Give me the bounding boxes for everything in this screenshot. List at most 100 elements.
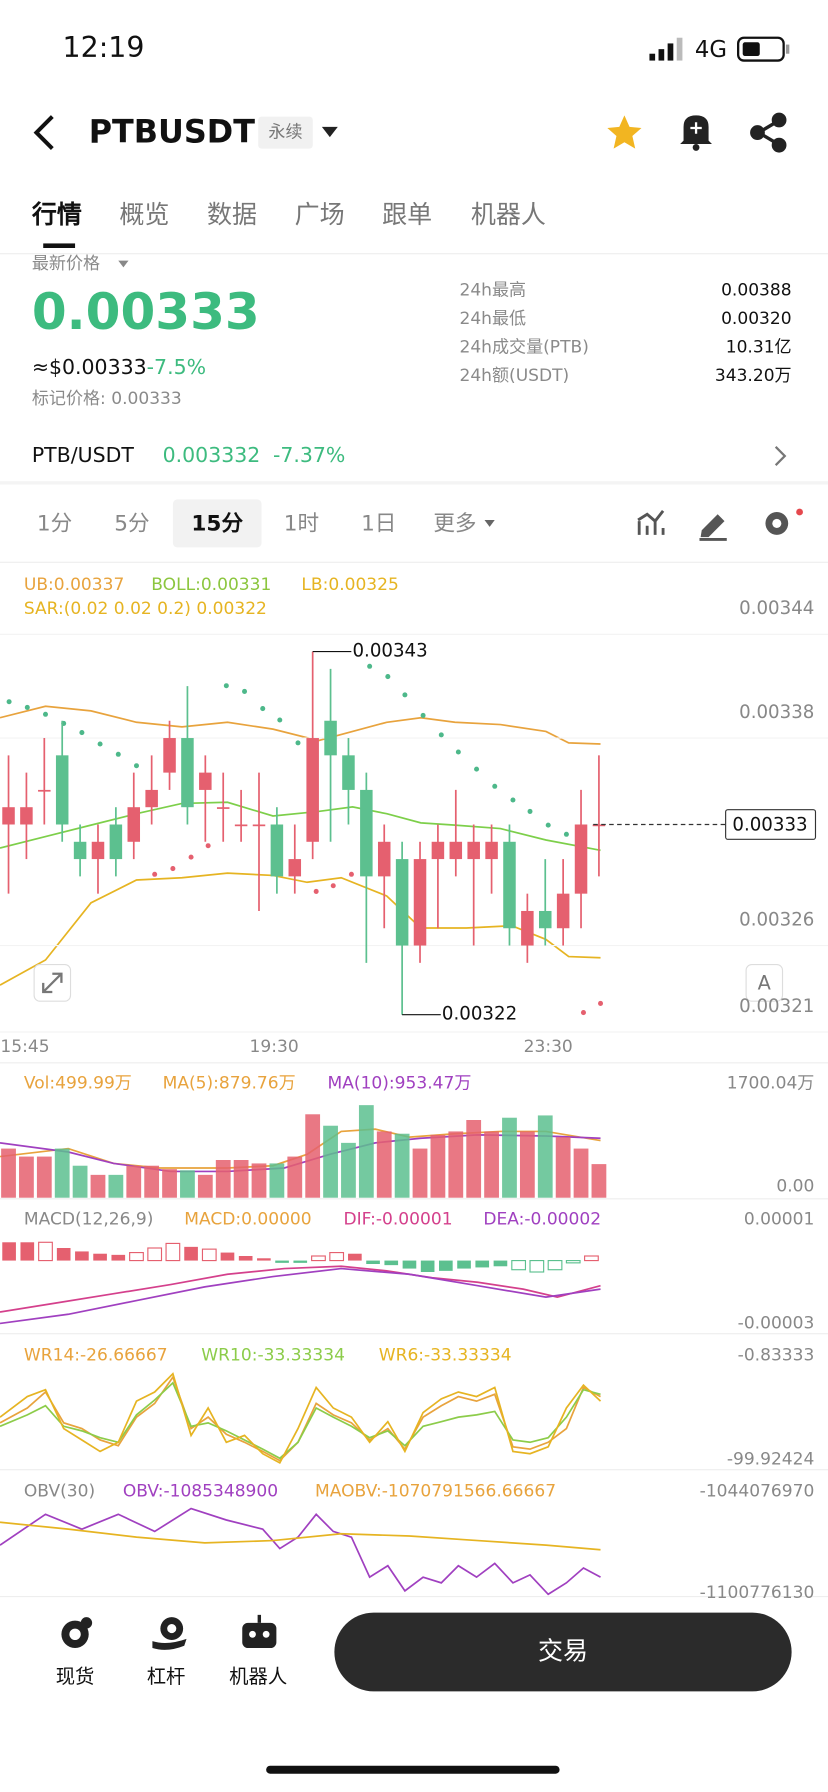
sar-legend: SAR:(0.02 0.02 0.2) 0.00322 [24,599,267,619]
volume-bar [162,1169,177,1198]
stat-label: 24h额(USDT) [459,366,569,386]
spot-icon[interactable] [61,1617,93,1648]
interval[interactable]: 1分 [37,512,72,537]
volume-bar [144,1165,160,1198]
decoration [330,883,336,889]
interval[interactable]: 1时 [284,512,319,537]
volume-bar [323,1125,338,1198]
decoration [20,1242,35,1261]
volume-bar [376,1131,392,1198]
decoration [152,843,604,1016]
tab[interactable]: 概览 [119,200,169,229]
candle-body [91,841,105,860]
decoration [260,706,266,712]
candle-body [538,910,552,929]
y-tick-label: 0.00321 [739,996,814,1017]
decoration [0,1521,601,1551]
volume-bar [466,1120,482,1198]
macd-histogram [2,1241,599,1273]
candle-body [163,738,176,773]
decoration [257,1258,271,1261]
index-price: 0.003332 [163,443,261,467]
candle-body [109,824,123,860]
decoration [474,766,480,772]
decoration [455,749,461,755]
low-label: 0.00322 [442,1004,517,1025]
bottom-nav-label[interactable]: 杠杆 [147,1665,186,1688]
candle-body [252,824,266,827]
draw-icon[interactable] [699,514,727,541]
x-tick-label: 23:30 [524,1037,573,1057]
interval[interactable]: 5分 [114,512,149,537]
obv-axis-label: -1100776130 [700,1583,815,1603]
decoration [0,1372,602,1465]
expand-icon[interactable] [33,963,72,1002]
back-button[interactable] [33,115,54,150]
decoration [238,1256,253,1261]
volume-bar [484,1131,499,1198]
decoration [242,688,248,694]
price-dropdown[interactable] [118,260,129,268]
trade-button[interactable] [334,1612,792,1692]
decoration [737,36,785,62]
favorite-star[interactable] [607,115,642,149]
decoration [165,1242,181,1262]
decoration [545,822,551,828]
stat-value: 0.00320 [721,309,792,329]
bottom-nav-label[interactable]: 现货 [56,1665,95,1688]
tab[interactable]: 广场 [295,200,345,229]
alert-bell[interactable] [680,115,712,151]
decoration [293,1260,308,1263]
decoration [637,518,665,535]
interval[interactable]: 更多 [433,512,476,537]
volume-bar [591,1164,607,1198]
margin-icon[interactable] [152,1617,187,1650]
decoration [111,1254,126,1261]
decoration [205,843,211,849]
volume-bar [72,1165,88,1198]
share-button[interactable] [750,112,787,153]
volume-bar [36,1156,52,1198]
decoration [692,144,700,151]
tab[interactable]: 行情 [31,200,82,229]
tab[interactable]: 机器人 [471,200,546,229]
tab[interactable]: 跟单 [382,200,432,229]
wr-axis-label: -99.92424 [727,1449,815,1469]
index-row[interactable]: PTB/USDT 0.003332 -7.37% [32,443,787,467]
symbol: PTBUSDT [89,113,255,151]
candle-body [574,824,588,894]
home-indicator [266,1765,560,1774]
interval[interactable]: 1日 [361,512,396,537]
interval[interactable]: 15分 [191,512,243,537]
volume-bar [215,1160,231,1198]
decoration [133,763,139,769]
volume-bar [126,1165,142,1198]
macd-axis-label: -0.00003 [738,1313,815,1333]
tab[interactable]: 数据 [207,200,257,229]
decoration [38,1241,53,1262]
index-pair: PTB/USDT [32,443,134,467]
bottom-nav-label[interactable]: 机器人 [229,1665,287,1688]
more-dropdown[interactable] [484,520,495,527]
decoration [348,871,354,877]
decoration [563,831,569,837]
settings-icon[interactable] [765,508,803,535]
volume-bar [90,1174,106,1198]
y-tick-label: 0.00326 [739,909,814,930]
volume-bar [1,1148,16,1198]
volume-bar [573,1148,589,1198]
boll-legend: BOLL:0.00331 [151,575,271,595]
symbol-dropdown[interactable] [321,126,338,138]
decoration [475,1260,490,1268]
decoration [249,1630,256,1638]
decoration [242,1622,277,1648]
decoration [367,663,373,669]
auto-scale-icon[interactable]: A [745,963,784,1002]
volume-bar [197,1174,213,1198]
decoration [676,37,683,61]
current-price-label: 0.00333 [732,815,807,836]
decoration: 1分 5分 15分 1时 1日 更多 [37,512,477,537]
indicator-icon[interactable] [637,509,665,535]
robot-icon[interactable] [242,1614,277,1648]
contract-tag: 永续 [268,123,302,143]
